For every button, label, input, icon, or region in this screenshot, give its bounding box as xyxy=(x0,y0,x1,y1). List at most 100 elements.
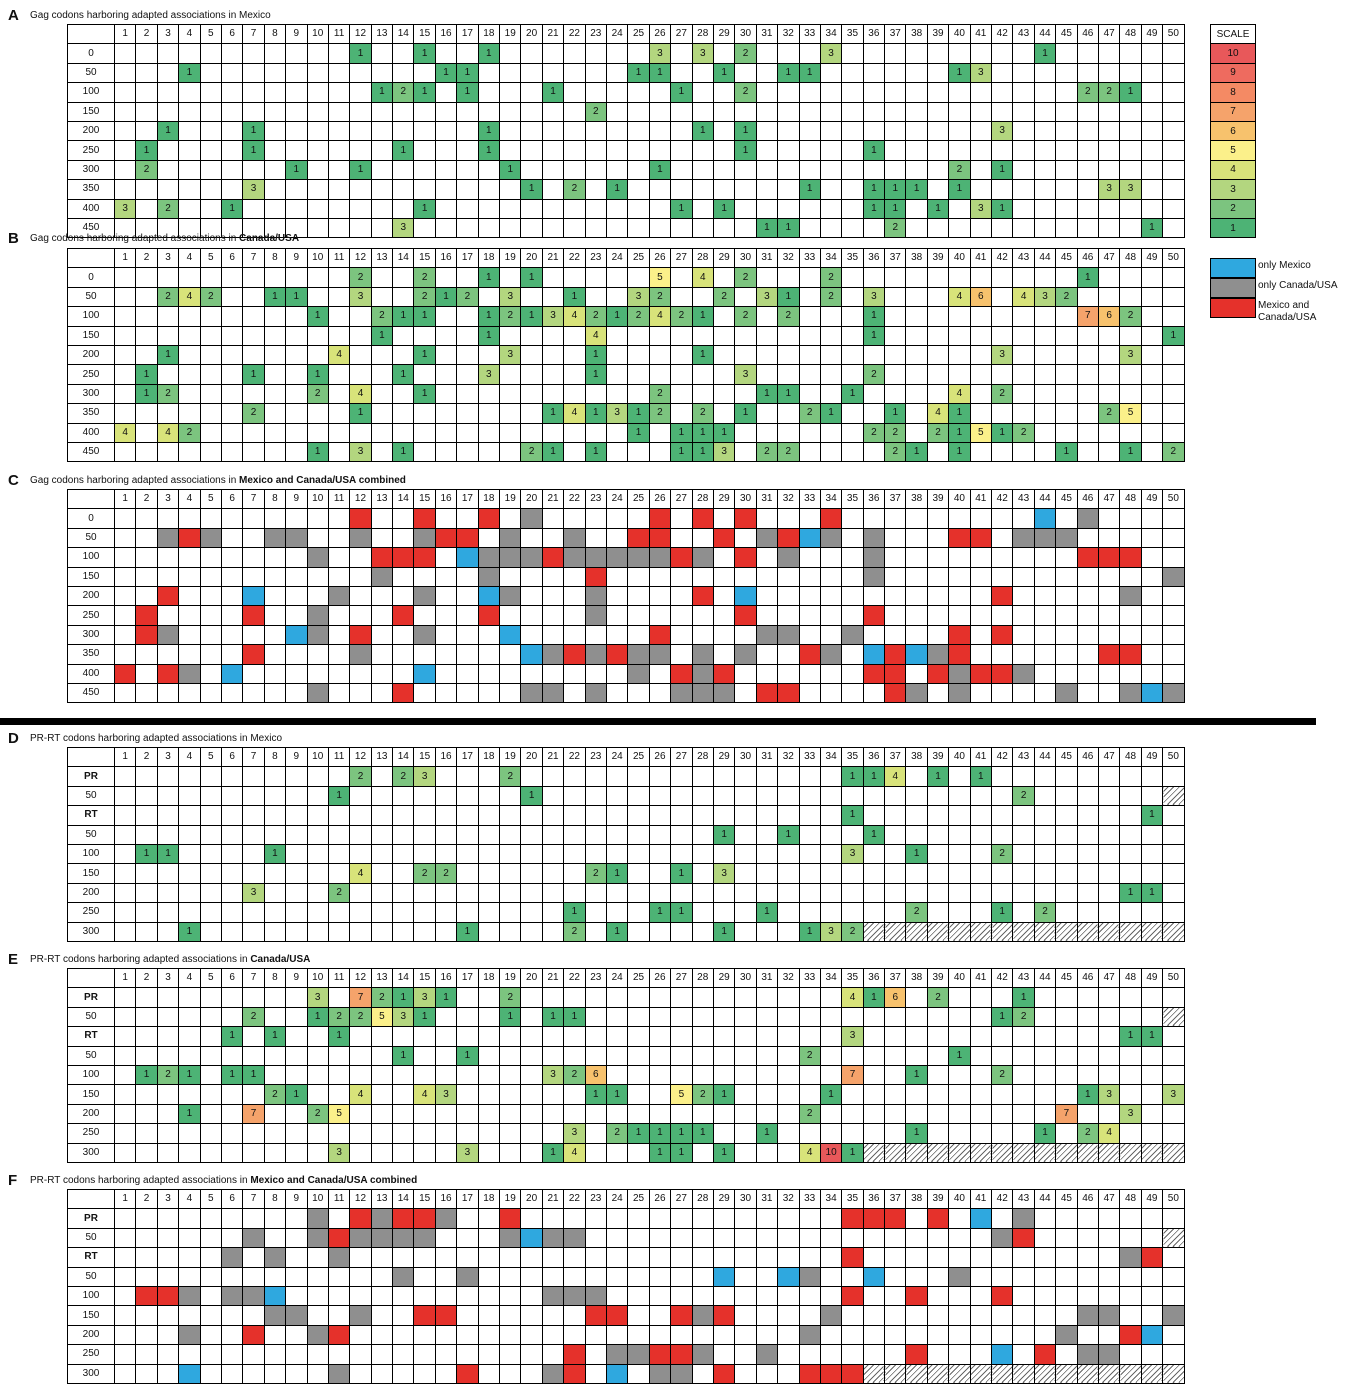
empty-cell xyxy=(456,663,479,684)
count-cell: 2 xyxy=(819,286,843,308)
column-header: 32 xyxy=(777,746,800,768)
codon-row: 150 2 1 4 4 3 1 1 5 2 1 1 1 3 3 xyxy=(67,1084,1185,1105)
legend-swatch xyxy=(1210,258,1256,278)
empty-cell xyxy=(349,1344,372,1365)
count-cell: 2 xyxy=(135,159,158,181)
column-header: 47 xyxy=(1097,1188,1121,1210)
category-cell xyxy=(1012,663,1035,684)
empty-cell xyxy=(1055,62,1078,84)
empty-cell xyxy=(862,120,886,142)
empty-cell xyxy=(178,644,201,665)
na-cell xyxy=(926,921,950,942)
empty-cell xyxy=(798,1305,821,1326)
empty-cell xyxy=(1119,1305,1142,1326)
empty-cell xyxy=(541,62,565,84)
empty-cell xyxy=(285,1103,308,1125)
empty-cell xyxy=(905,1045,928,1066)
count-cell: 1 xyxy=(135,383,158,405)
empty-cell xyxy=(477,1142,501,1163)
column-header: 16 xyxy=(434,746,458,768)
empty-cell xyxy=(113,863,137,884)
count-cell: 1 xyxy=(285,159,308,181)
category-cell xyxy=(135,605,158,626)
empty-cell xyxy=(1076,62,1099,84)
empty-cell xyxy=(1055,101,1078,122)
row-label: 0 xyxy=(67,267,115,288)
empty-cell xyxy=(156,1026,180,1047)
empty-cell xyxy=(905,140,928,161)
empty-cell xyxy=(905,344,928,366)
empty-cell xyxy=(178,140,201,161)
empty-cell xyxy=(1055,987,1078,1008)
empty-cell xyxy=(520,364,543,385)
empty-cell xyxy=(1055,1305,1078,1326)
category-cell xyxy=(563,547,586,568)
column-header: 27 xyxy=(670,967,693,989)
empty-cell xyxy=(113,1266,137,1287)
category-cell xyxy=(413,624,436,646)
empty-cell xyxy=(349,140,372,161)
count-cell: 4 xyxy=(349,1084,372,1105)
empty-cell xyxy=(499,663,522,684)
empty-cell xyxy=(712,785,736,807)
empty-cell xyxy=(670,1045,693,1066)
panel-label-f: F xyxy=(8,1172,18,1189)
column-header: 49 xyxy=(1140,247,1164,269)
empty-cell xyxy=(456,1006,479,1028)
empty-cell xyxy=(648,1247,672,1268)
empty-cell xyxy=(691,902,714,923)
corner-cell xyxy=(67,247,115,269)
category-cell xyxy=(349,644,372,665)
empty-cell xyxy=(499,1026,522,1047)
category-cell xyxy=(798,644,821,665)
empty-cell xyxy=(113,1123,137,1144)
empty-cell xyxy=(135,921,158,942)
category-cell xyxy=(1140,1324,1164,1346)
empty-cell xyxy=(477,1064,501,1086)
row-label: 100 xyxy=(67,306,115,327)
empty-cell xyxy=(285,1344,308,1365)
empty-cell xyxy=(370,383,394,405)
empty-cell xyxy=(1055,843,1078,865)
empty-cell xyxy=(199,987,222,1008)
empty-cell xyxy=(926,843,950,865)
empty-cell xyxy=(969,1045,993,1066)
empty-cell xyxy=(113,824,137,845)
empty-cell xyxy=(1140,140,1164,161)
codon-row: 250 1 1 1 1 3 1 3 2 xyxy=(67,364,1185,385)
empty-cell xyxy=(862,441,886,463)
empty-cell xyxy=(1033,805,1057,826)
count-cell: 5 xyxy=(370,1006,394,1028)
empty-cell xyxy=(777,1064,800,1086)
count-cell: 4 xyxy=(926,403,950,424)
category-cell xyxy=(969,663,993,684)
empty-cell xyxy=(991,644,1014,665)
column-header: 11 xyxy=(327,967,351,989)
empty-cell xyxy=(734,863,757,884)
category-cell xyxy=(477,566,501,587)
empty-cell xyxy=(627,605,650,626)
count-cell: 1 xyxy=(884,179,907,200)
empty-cell xyxy=(327,441,351,463)
empty-cell xyxy=(220,1045,244,1066)
empty-cell xyxy=(199,1285,222,1307)
empty-cell xyxy=(948,902,971,923)
column-header: 9 xyxy=(285,247,308,269)
empty-cell xyxy=(605,325,629,346)
category-cell xyxy=(605,1363,629,1384)
empty-cell xyxy=(691,62,714,84)
empty-cell xyxy=(1012,198,1035,219)
empty-cell xyxy=(285,566,308,587)
empty-cell xyxy=(327,159,351,181)
empty-cell xyxy=(520,422,543,443)
empty-cell xyxy=(605,364,629,385)
empty-cell xyxy=(670,921,693,942)
count-cell: 5 xyxy=(670,1084,693,1105)
empty-cell xyxy=(1055,1123,1078,1144)
empty-cell xyxy=(905,1103,928,1125)
column-header: 23 xyxy=(584,1188,607,1210)
empty-cell xyxy=(1162,267,1185,288)
empty-cell xyxy=(135,403,158,424)
empty-cell xyxy=(819,62,843,84)
count-cell: 2 xyxy=(563,179,586,200)
